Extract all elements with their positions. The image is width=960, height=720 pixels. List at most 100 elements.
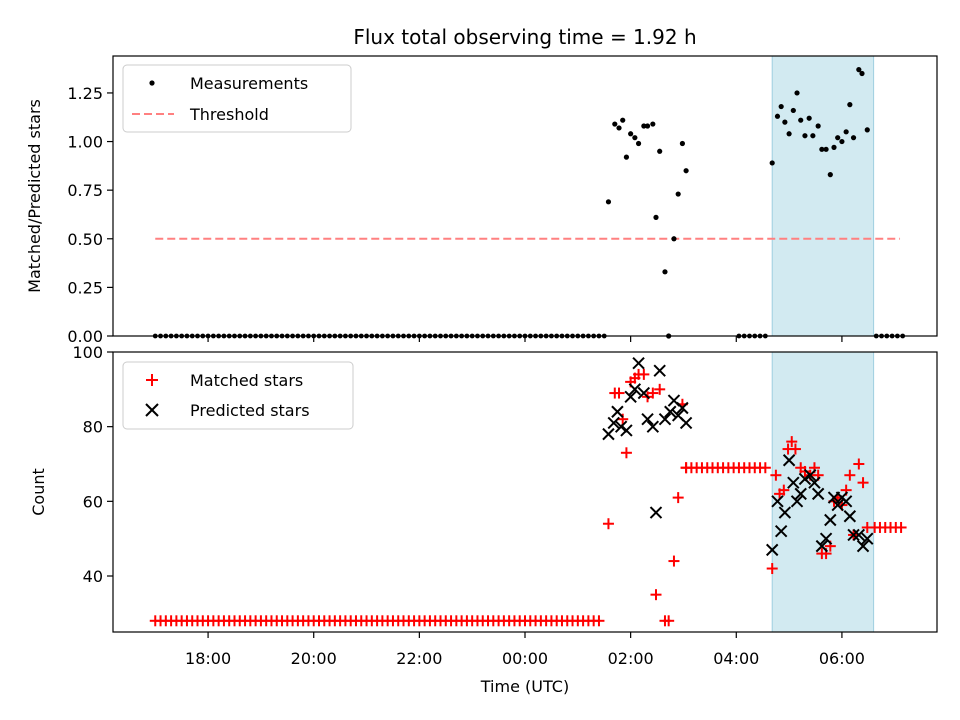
matched-star-point (647, 387, 659, 399)
predicted-star-point (804, 468, 817, 482)
predicted-star-point (852, 528, 866, 542)
matched-star-point (770, 469, 782, 481)
legend-matched-marker (146, 374, 158, 386)
bottom-shaded-span (771, 351, 875, 633)
measurement-point (612, 121, 618, 127)
x-tick-label: 20:00 (291, 649, 337, 668)
measurement-point (657, 148, 663, 154)
predicted-star-point (843, 510, 857, 523)
measurement-point (819, 146, 825, 152)
top-axes-frame (112, 55, 938, 337)
y-tick-label: 80 (83, 418, 103, 437)
predicted-star-point (787, 476, 800, 489)
bottom-panel: 40 60 80 100 18:00 20:00 22:00 00:00 02:00 04:00… (29, 343, 938, 696)
predicted-star-point (831, 498, 844, 512)
predicted-star-point (782, 454, 796, 467)
matched-star-point (668, 555, 680, 567)
top-x-ticks (207, 336, 843, 342)
measurement-point (628, 131, 634, 137)
measurement-point (679, 140, 686, 147)
matched-star-point (853, 458, 865, 470)
measurement-point (635, 140, 642, 147)
matched-star-point (593, 615, 605, 627)
measurement-point (843, 129, 849, 135)
matched-star-point (638, 368, 650, 380)
chart-title: Flux total observing time = 1.92 h (353, 25, 696, 49)
predicted-star-point (607, 416, 620, 430)
matched-star-point (778, 484, 790, 496)
measurement-point (794, 90, 800, 96)
bottom-y-axis-label: Count (29, 468, 48, 516)
predicted-star-point (847, 528, 860, 542)
x-tick-label: 02:00 (608, 649, 654, 668)
predicted-star-point (676, 401, 689, 415)
top-legend-box (122, 64, 352, 133)
measurement-point (790, 107, 796, 114)
measurement-point (810, 133, 816, 139)
matched-star-point (602, 518, 614, 530)
measurement-point (847, 102, 853, 108)
measurement-point (850, 135, 857, 141)
y-tick-label: 1.00 (67, 133, 103, 152)
x-tick-label: 18:00 (185, 649, 231, 668)
measurement-point (864, 127, 870, 133)
matched-star-point (613, 387, 625, 399)
measurement-point (620, 117, 626, 123)
x-tick-label: 06:00 (819, 649, 865, 668)
predicted-star-point (824, 513, 837, 527)
predicted-star-point (658, 412, 672, 426)
measurement-point (683, 168, 689, 174)
top-y-axis-label: Matched/Predicted stars (25, 99, 44, 293)
top-panel: 0.00 0.25 0.50 0.75 1.00 1.25 Matched/Predict… (25, 55, 938, 346)
matched-star-point (617, 413, 629, 425)
measurement-point (798, 117, 804, 123)
predicted-star-point (679, 416, 693, 430)
measurement-point (835, 135, 841, 141)
measurement-point (802, 133, 808, 139)
x-tick-label: 04:00 (713, 649, 759, 668)
predicted-star-point (602, 427, 615, 441)
predicted-star-point (794, 487, 807, 501)
predicted-star-point (624, 390, 637, 404)
predicted-star-point (798, 472, 812, 486)
matched-star-point (654, 383, 666, 395)
legend-predicted-marker (145, 403, 159, 417)
measurement-point (806, 115, 812, 121)
y-tick-label: 0.00 (67, 327, 103, 346)
predicted-star-point (653, 364, 666, 377)
matched-star-point (650, 589, 662, 601)
predicted-star-point (815, 539, 829, 553)
predicted-star-point (646, 420, 660, 433)
bottom-legend-box (122, 361, 354, 430)
measurement-point (778, 103, 784, 110)
y-tick-label: 0.75 (67, 181, 103, 200)
shaded-span (771, 351, 875, 633)
measurement-point (650, 121, 656, 127)
bottom-x-ticks: 18:00 20:00 22:00 00:00 02:00 04:00 06:00 (185, 632, 865, 668)
x-tick-label: 00:00 (502, 649, 548, 668)
predicted-star-point (614, 420, 628, 433)
predicted-stars-points (602, 356, 874, 557)
y-tick-label: 60 (83, 492, 103, 511)
matched-star-point (861, 521, 873, 533)
measurement-point (662, 269, 668, 275)
measurement-point (653, 214, 659, 220)
top-legend: Measurements Threshold (122, 64, 352, 133)
measurement-point (827, 172, 833, 178)
measurement-point (644, 123, 651, 129)
legend-matched-label: Matched stars (190, 371, 303, 390)
measurement-point (786, 131, 792, 137)
predicted-star-point (790, 495, 804, 508)
predicted-star-point (637, 386, 651, 400)
legend-predicted-label: Predicted stars (190, 401, 310, 420)
shaded-span (771, 55, 875, 337)
predicted-star-point (611, 405, 624, 418)
predicted-star-point (771, 495, 784, 508)
measurement-point (605, 199, 612, 205)
matched-star-point (672, 492, 684, 504)
top-y-ticks: 0.00 0.25 0.50 0.75 1.00 1.25 (67, 84, 113, 346)
matched-star-point (663, 615, 675, 627)
legend-measurements-marker (149, 80, 155, 86)
predicted-star-point (664, 405, 677, 418)
